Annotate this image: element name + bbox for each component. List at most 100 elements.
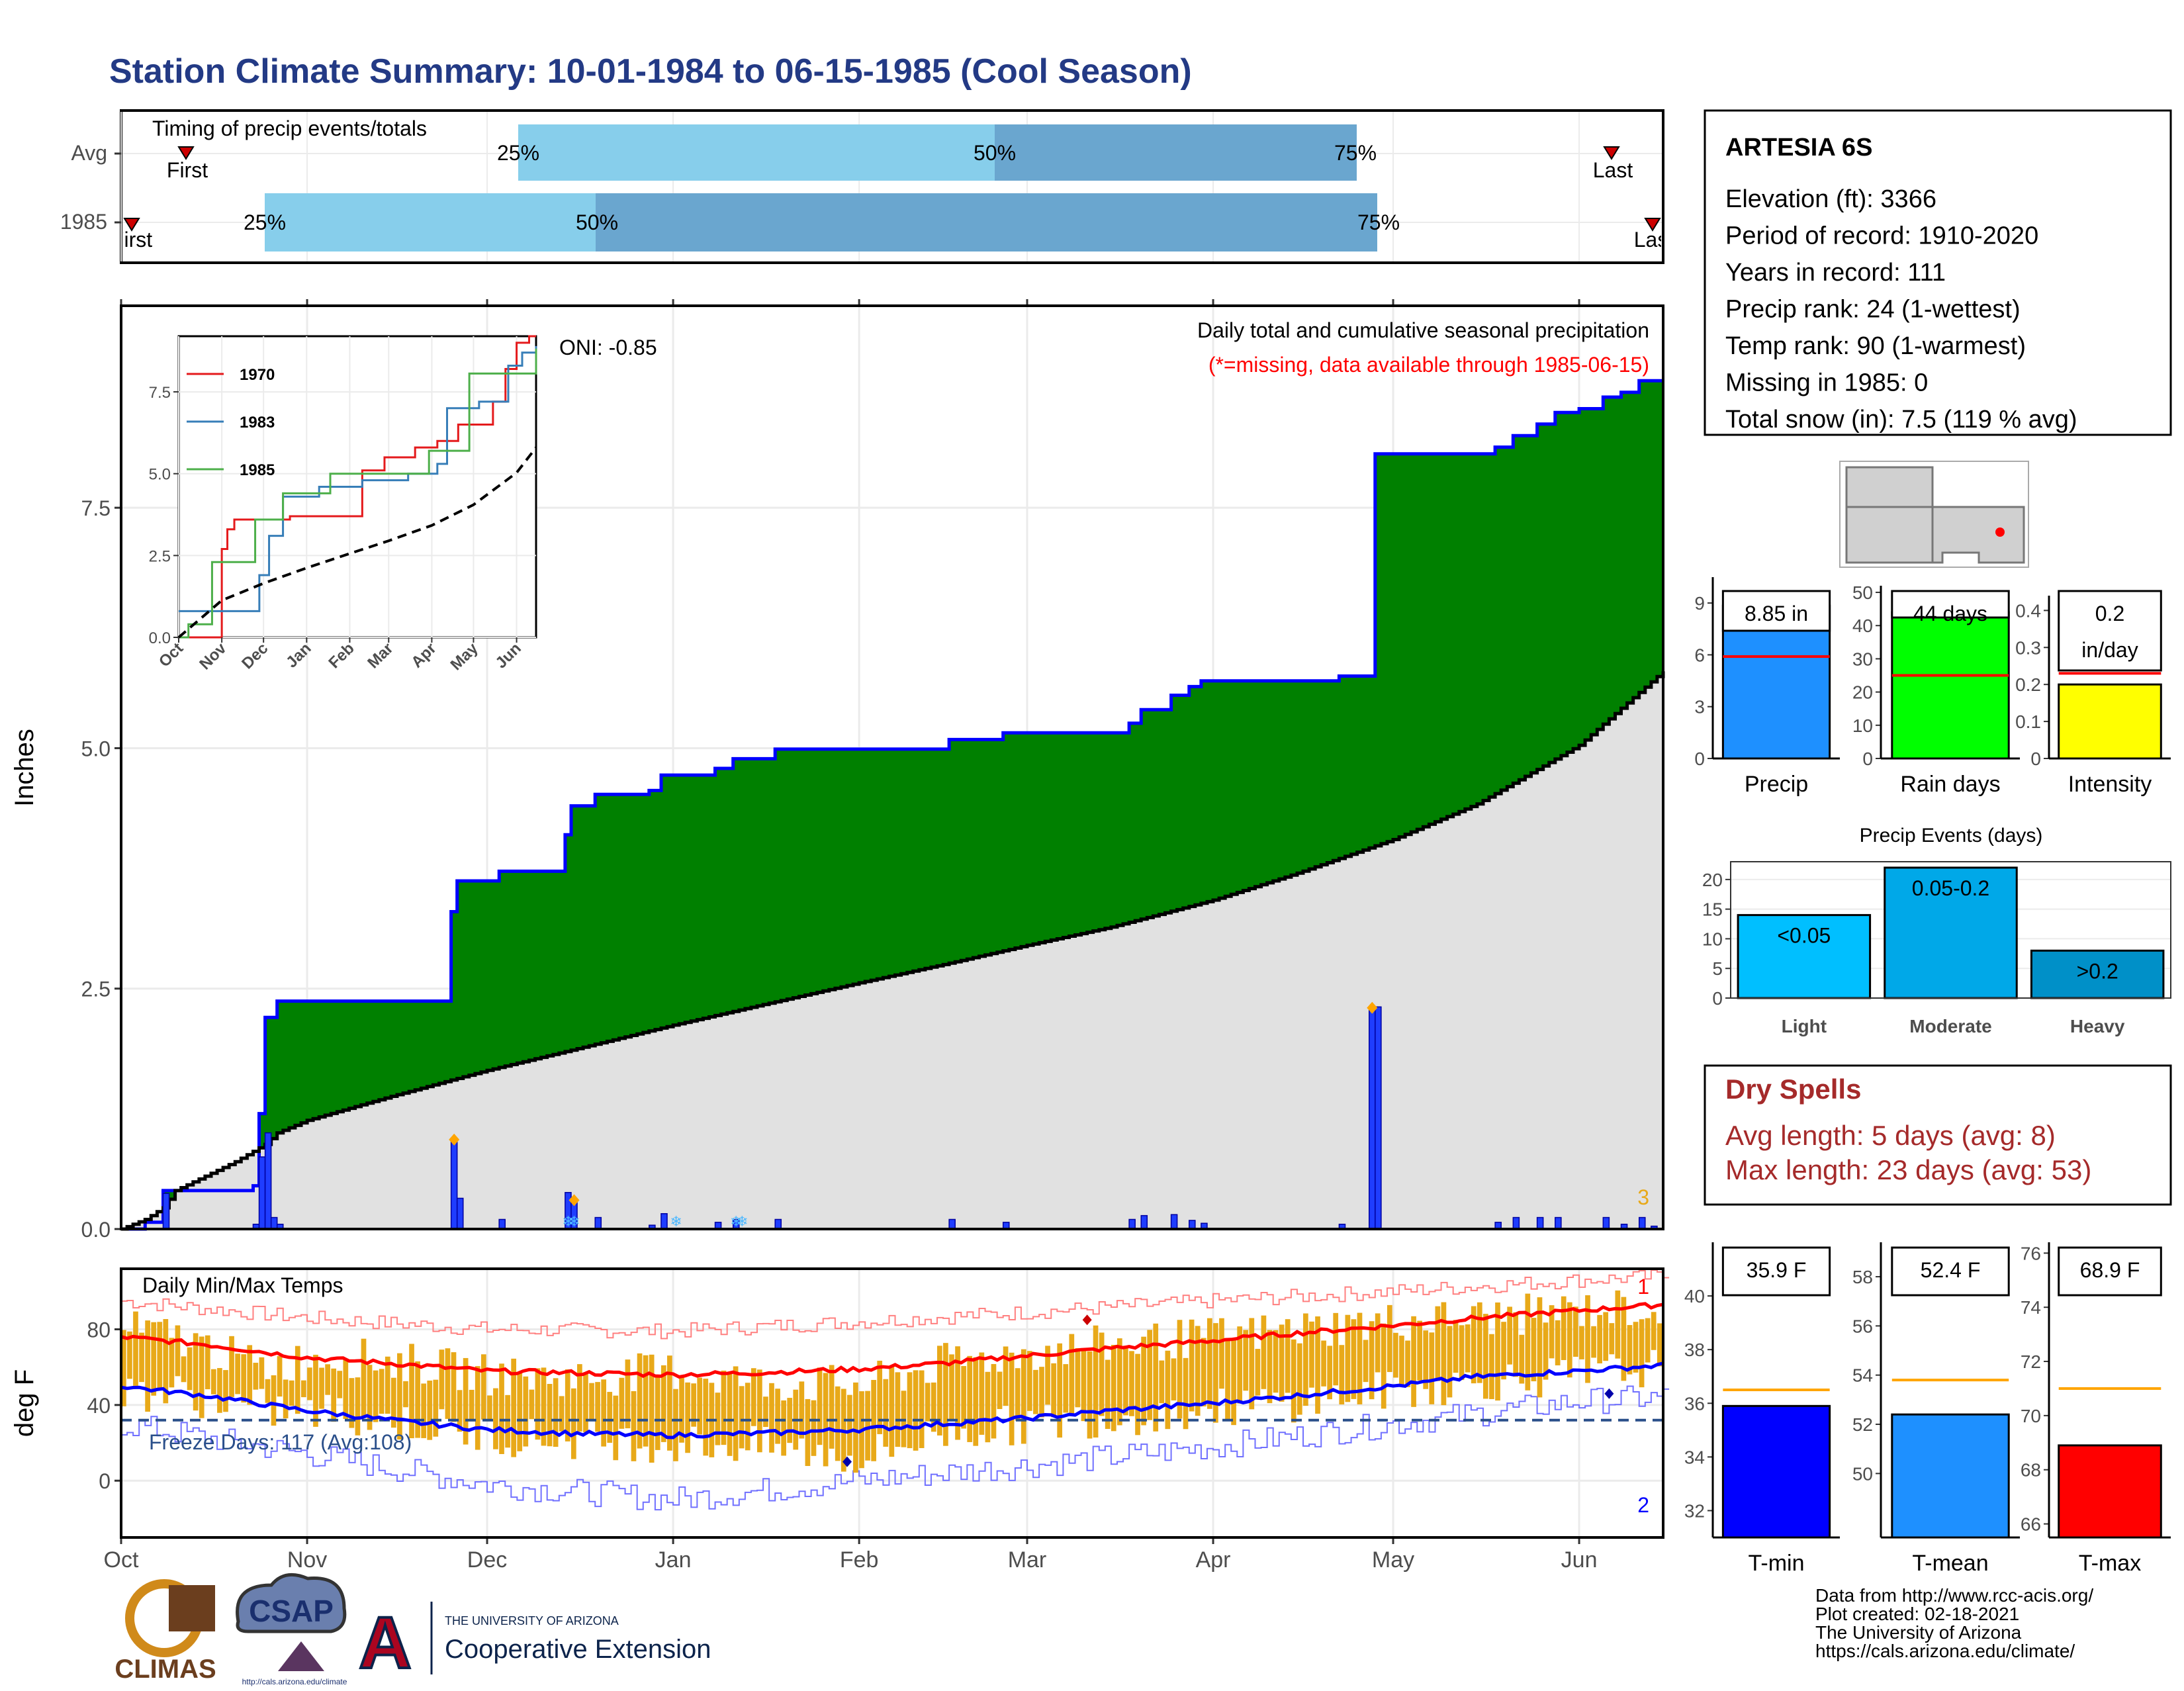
daily-temp-bar xyxy=(637,1353,643,1449)
y-tick-label: 3 xyxy=(1694,697,1705,717)
daily-temp-bar xyxy=(817,1367,823,1445)
timing-avg-last: Last xyxy=(1593,158,1633,182)
month-label: Nov xyxy=(287,1547,327,1573)
daily-temp-bar xyxy=(889,1366,895,1457)
daily-temp-bar xyxy=(685,1382,690,1453)
daily-temp-bar xyxy=(1543,1322,1549,1380)
y-tick-label: 40 xyxy=(1684,1286,1705,1306)
daily-temp-bar xyxy=(577,1364,582,1432)
daily-temp-bar xyxy=(583,1372,588,1433)
event-bar-label: <0.05 xyxy=(1777,924,1831,948)
daily-temp-bar xyxy=(1063,1364,1069,1413)
station-info-line: Years in record: 111 xyxy=(1725,259,1946,287)
event-bar xyxy=(2030,949,2165,999)
category-label: Precip xyxy=(1745,772,1808,797)
daily-temp-bar xyxy=(667,1355,672,1451)
daily-temp-bar xyxy=(1387,1304,1392,1373)
daily-temp-bar xyxy=(1567,1302,1572,1378)
daily-temp-bar xyxy=(865,1391,870,1461)
daily-temp-bar xyxy=(1129,1351,1134,1416)
daily-temp-bar xyxy=(451,1352,457,1422)
y-tick-label: 74 xyxy=(2021,1297,2041,1318)
daily-temp-bar xyxy=(409,1344,414,1439)
daily-temp-bar xyxy=(1261,1315,1267,1389)
daily-temp-bar xyxy=(1615,1290,1621,1359)
timing-1985-q25: 25% xyxy=(244,210,286,234)
precip_total-chart: 0 3 6 9 8.85 in Precip xyxy=(1694,577,1840,797)
daily-temp-bar xyxy=(1621,1297,1627,1381)
climas-emblem-square xyxy=(169,1585,215,1631)
events-body: 0 5 10 15 20 <0.05 Light 0.05-0.2 Moderate >0.2 He… xyxy=(1702,861,2171,1036)
daily-temp-bar xyxy=(649,1354,655,1463)
daily-temp-bar xyxy=(715,1393,721,1445)
daily-temp-bar xyxy=(823,1373,829,1467)
extreme-precip-marker xyxy=(1367,1001,1378,1014)
daily-temp-bar xyxy=(541,1367,547,1446)
daily-temp-bar xyxy=(847,1394,852,1456)
credit-line: Data from http://www.rcc-acis.org/ xyxy=(1815,1585,2093,1606)
daily-temp-bar xyxy=(625,1359,631,1429)
freeze-days-label: Freeze Days: 117 (Avg:108) xyxy=(149,1430,412,1454)
y-tick-label: 40 xyxy=(1852,616,1873,636)
daily-temp-bar xyxy=(1081,1350,1087,1422)
daily-temp-bar xyxy=(1111,1345,1116,1432)
daily-temp-bar xyxy=(1015,1368,1021,1421)
daily-temp-bar xyxy=(133,1311,138,1386)
daily-temp-bar xyxy=(469,1389,475,1422)
daily-temp-bar xyxy=(1279,1324,1285,1402)
daily-temp-bar xyxy=(1219,1318,1224,1389)
daily-temp-bar xyxy=(1423,1330,1429,1389)
daily-temp-bar xyxy=(187,1347,193,1391)
daily-temp-bar xyxy=(403,1381,408,1408)
value-label: 35.9 F xyxy=(1747,1258,1807,1282)
daily-temp-bar xyxy=(1579,1326,1584,1359)
temp-frame xyxy=(120,1267,1664,1539)
temp-record-markers xyxy=(842,1314,1614,1467)
daily-temp-bar xyxy=(660,1365,666,1442)
daily-temp-bar xyxy=(775,1389,780,1444)
month-label: Feb xyxy=(840,1547,879,1573)
daily-temp-bar xyxy=(223,1370,228,1412)
inset-series-line xyxy=(179,345,537,612)
daily-temp-bar xyxy=(1447,1326,1453,1398)
station-info-line: Period of record: 1910-2020 xyxy=(1725,222,2038,250)
daily-temp-bar xyxy=(163,1319,169,1404)
temp-count-top: 1 xyxy=(1637,1275,1649,1299)
daily-temp-bar xyxy=(480,1354,486,1420)
ua-small-text: THE UNIVERSITY OF ARIZONA xyxy=(445,1614,619,1627)
record-min-line xyxy=(121,1385,1670,1511)
daily-temp-bar xyxy=(913,1370,919,1451)
timing-avg-q25-q50-bar xyxy=(518,124,995,181)
category-label: T-mean xyxy=(1912,1551,1988,1576)
daily-temp-bar xyxy=(673,1389,678,1461)
month-label: Apr xyxy=(1196,1547,1231,1573)
y-tick-label: 9 xyxy=(1694,593,1705,614)
daily-precip-bar xyxy=(1536,1216,1544,1230)
y-tick-label: 54 xyxy=(1852,1365,1873,1386)
timing-avg-q50-q75-bar xyxy=(995,124,1357,181)
daily-temp-bar xyxy=(1459,1325,1465,1381)
daily-temp-bar xyxy=(313,1354,318,1427)
timing-avg-last-marker xyxy=(1603,146,1620,160)
y-tick-label: 58 xyxy=(1852,1267,1873,1287)
daily-temp-bar xyxy=(727,1373,733,1456)
value-label: 0.2 xyxy=(2095,602,2124,625)
credits: Data from http://www.rcc-acis.org/ Plot … xyxy=(1815,1585,2093,1661)
daily-temp-bar xyxy=(1057,1343,1063,1438)
daily-temp-bar xyxy=(1159,1360,1165,1404)
value-bar xyxy=(2058,683,2162,760)
daily-temp-bar xyxy=(1411,1316,1416,1407)
intensity-chart: 0 0.1 0.2 0.3 0.4 0.2 in/day Intensity xyxy=(2015,590,2171,797)
precip-1985-above-avg-area xyxy=(163,381,1664,1209)
station-lines: Elevation (ft): 3366 Period of record: 19… xyxy=(1725,185,2077,434)
daily-temp-bar xyxy=(1327,1346,1333,1400)
daily-temp-bar xyxy=(925,1383,931,1422)
daily-temp-bar xyxy=(247,1345,253,1405)
y-tick-label: 0.2 xyxy=(2015,674,2041,695)
y-tick-label: 50 xyxy=(1852,582,1873,603)
daily-temp-bar xyxy=(1033,1369,1038,1414)
inset-series-line xyxy=(177,446,537,639)
station-info-line: Precip rank: 24 (1-wettest) xyxy=(1725,296,2021,324)
